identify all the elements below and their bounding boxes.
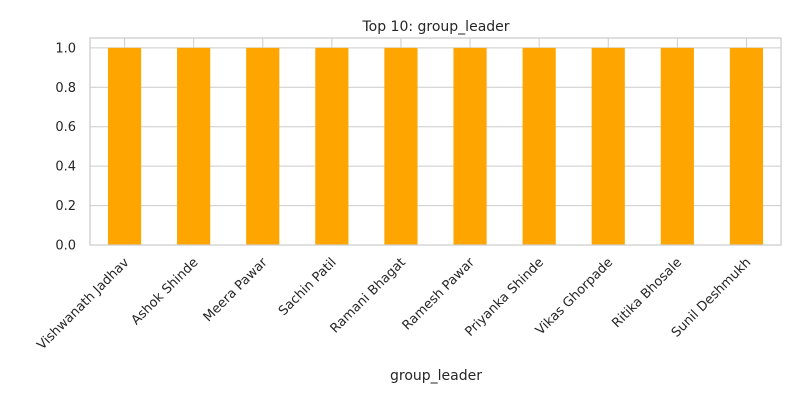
y-tick-label: 0.8 <box>55 81 76 96</box>
x-tick-label: Meera Pawar <box>201 255 271 325</box>
bar <box>384 47 418 245</box>
y-tick-label: 0.0 <box>55 239 76 254</box>
chart-title: Top 10: group_leader <box>361 19 509 35</box>
y-tick-labels: 0.0 0.2 0.4 0.6 0.8 1.0 <box>55 41 76 253</box>
bar <box>660 47 694 245</box>
x-tick-label: Vishwanath Jadhav <box>34 255 132 353</box>
bar <box>453 47 487 245</box>
bar <box>729 47 764 245</box>
bar <box>177 47 211 245</box>
bar <box>522 47 556 245</box>
x-tick-label: Ritika Bhosale <box>609 255 685 331</box>
x-tick-label: Ramani Bhagat <box>328 255 409 336</box>
x-tick-label: Ashok Shinde <box>129 255 202 328</box>
y-tick-label: 0.6 <box>55 120 76 135</box>
plot-frame <box>89 37 782 246</box>
bar <box>315 47 349 245</box>
bar <box>107 47 142 245</box>
y-tick-label: 1.0 <box>55 41 76 56</box>
x-tick-label: Ramesh Pawar <box>400 255 479 334</box>
bar <box>246 47 280 245</box>
y-tick-label: 0.4 <box>55 160 76 175</box>
y-tick-label: 0.2 <box>55 199 76 214</box>
bar <box>591 47 625 245</box>
x-tick-label: Sachin Patil <box>276 255 340 319</box>
bars <box>107 47 764 245</box>
x-axis-label: group_leader <box>390 368 482 384</box>
x-tick-label: Vikas Ghorpade <box>533 255 616 338</box>
